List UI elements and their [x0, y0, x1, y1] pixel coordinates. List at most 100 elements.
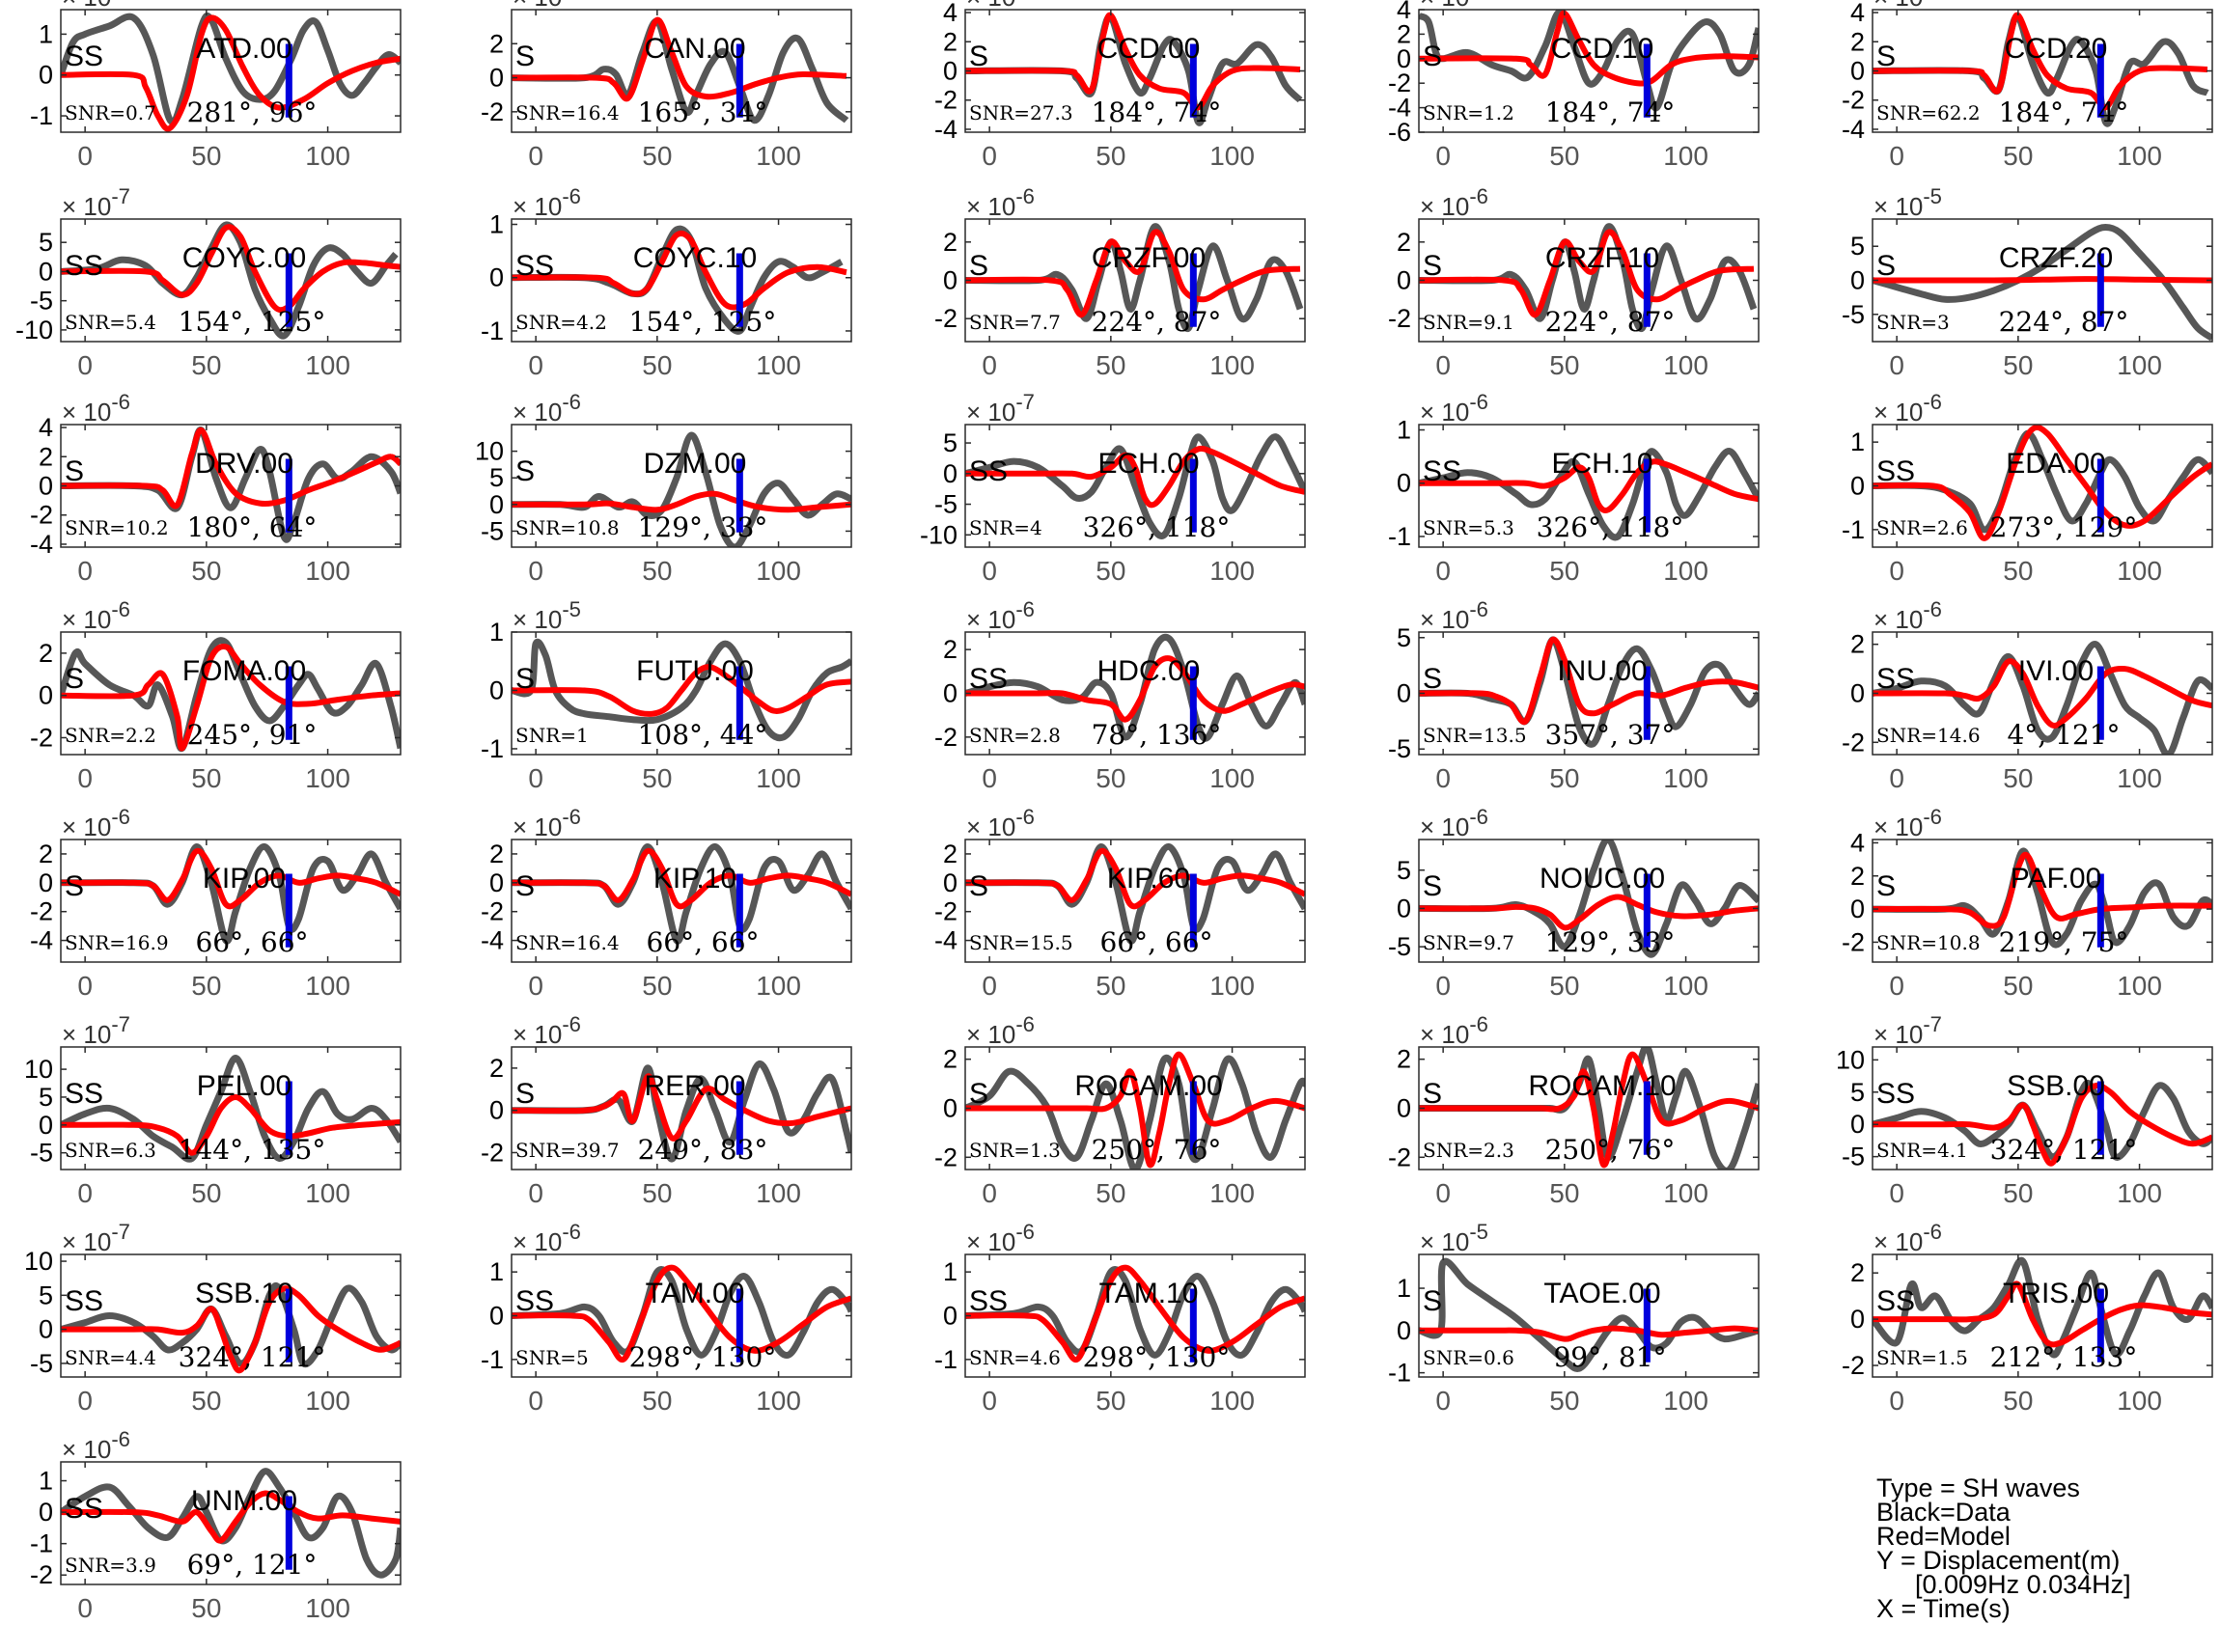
y-tick-label: 1: [39, 19, 53, 48]
model-trace: [965, 1264, 1305, 1363]
x-tick-label: 50: [1096, 350, 1125, 380]
phase-label: S: [515, 663, 535, 695]
y-tick-label: 1: [39, 1467, 53, 1496]
axes-frame: [60, 1046, 402, 1170]
station-label: EDA.00: [2006, 448, 2105, 480]
angle-label: 154°, 125°: [179, 306, 326, 338]
x-tick-label: 50: [1549, 971, 1579, 1001]
y-tick-label: -1: [30, 101, 53, 130]
angle-label: 224°, 87°: [1999, 306, 2129, 338]
angle-label: 324°, 121°: [1990, 1134, 2138, 1166]
panel-taoe-00: 0 50 100 -1 0 1 × 10-5 S TAOE.00 SNR=0.6 99°, 81°: [1388, 1220, 1760, 1416]
y-tick-label: -1: [934, 1345, 957, 1374]
y-tick-label: 5: [39, 1280, 53, 1309]
model-trace: [1419, 1051, 1759, 1169]
x-tick-label: 100: [2117, 971, 2162, 1001]
phase-label: S: [969, 870, 988, 902]
angle-label: 129°, 33°: [638, 511, 768, 543]
y-tick-label: -4: [481, 926, 504, 955]
angle-label: 219°, 75°: [1999, 926, 2129, 958]
angle-label: 4°, 121°: [2007, 719, 2120, 751]
panel-ssb-00: 0 50 100 -5 0 5 10 × 10-7 SS SSB.00 SNR=4.1 324°, 1…: [1836, 1012, 2213, 1208]
y-exponent: × 10-6: [1420, 390, 1488, 427]
data-trace: [1873, 1256, 2212, 1359]
x-tick-label: 0: [528, 763, 543, 793]
phase-label: SS: [65, 1285, 103, 1317]
y-tick-label: -6: [1388, 118, 1411, 147]
model-trace: [61, 224, 401, 314]
y-exponent: × 10-6: [1873, 0, 1942, 12]
model-trace: [965, 1051, 1305, 1169]
snr-label: SNR=10.8: [515, 516, 620, 539]
x-tick-label: 50: [642, 141, 672, 171]
x-tick-label: 50: [191, 763, 221, 793]
axes-frame: [60, 1253, 402, 1378]
y-tick-label: 2: [943, 635, 957, 664]
angle-label: 184°, 74°: [1999, 96, 2129, 128]
y-tick-label: -5: [1842, 300, 1865, 329]
x-tick-label: 50: [1096, 763, 1125, 793]
y-exponent: × 10-6: [1420, 805, 1488, 841]
y-tick-label: 1: [1397, 416, 1411, 445]
y-tick-label: -2: [1388, 69, 1411, 97]
x-tick-label: 50: [642, 350, 672, 380]
axes-frame: [1418, 9, 1760, 133]
y-tick-label: -2: [934, 86, 957, 115]
snr-label: SNR=5.4: [65, 311, 156, 334]
x-tick-label: 50: [642, 1178, 672, 1208]
phase-label: S: [515, 870, 535, 902]
y-exponent: × 10-6: [1420, 0, 1488, 12]
x-tick-label: 50: [642, 556, 672, 586]
legend-model: Red=Model: [1876, 1522, 2011, 1551]
y-tick-label: 2: [39, 639, 53, 668]
x-tick-label: 50: [2003, 763, 2033, 793]
y-tick-label: 5: [39, 1083, 53, 1112]
x-tick-label: 50: [1549, 1386, 1579, 1416]
y-exponent: × 10-5: [1420, 1220, 1488, 1256]
model-trace: [61, 1285, 401, 1374]
x-tick-label: 100: [2117, 1386, 2162, 1416]
panel-hdc-00: 0 50 100 -2 0 2 × 10-6 SS HDC.00 SNR=2.8 78°, 136°: [934, 597, 1306, 793]
y-tick-label: -2: [30, 897, 53, 926]
y-exponent: × 10-6: [966, 1012, 1035, 1049]
y-tick-label: -2: [30, 723, 53, 752]
x-tick-label: 50: [191, 1386, 221, 1416]
phase-label: S: [1423, 870, 1442, 902]
station-label: ROCAM.00: [1074, 1070, 1222, 1102]
y-tick-label: -1: [1388, 1359, 1411, 1388]
axes-frame: [60, 631, 402, 756]
x-tick-label: 50: [1096, 971, 1125, 1001]
y-tick-label: -1: [481, 734, 504, 763]
y-exponent: × 10-6: [966, 184, 1035, 221]
y-exponent: × 10-6: [1873, 597, 1942, 634]
angle-label: 224°, 87°: [1545, 306, 1676, 338]
y-tick-label: -2: [934, 723, 957, 752]
phase-label: S: [1423, 1285, 1442, 1317]
y-tick-label: 0: [489, 64, 504, 93]
x-tick-label: 50: [1549, 141, 1579, 171]
legend-data: Black=Data: [1876, 1498, 2011, 1527]
y-tick-label: 0: [489, 675, 504, 704]
x-tick-label: 0: [982, 763, 997, 793]
phase-label: S: [65, 870, 84, 902]
y-tick-label: -2: [30, 501, 53, 530]
x-tick-label: 50: [1549, 763, 1579, 793]
y-exponent: × 10-6: [513, 1012, 581, 1049]
phase-label: SS: [65, 1493, 103, 1525]
x-tick-label: 100: [756, 350, 801, 380]
panel-eda-00: 0 50 100 -1 0 1 × 10-6 SS EDA.00 SNR=2.6 273°, 129…: [1842, 390, 2213, 586]
y-tick-label: 2: [39, 840, 53, 868]
y-tick-label: -4: [1842, 115, 1865, 144]
x-tick-label: 100: [756, 1386, 801, 1416]
y-tick-label: 2: [1397, 19, 1411, 48]
x-tick-label: 50: [1549, 556, 1579, 586]
y-tick-label: -5: [1388, 734, 1411, 763]
y-tick-label: 1: [489, 618, 504, 647]
y-exponent: × 10-5: [1873, 184, 1942, 221]
model-trace: [1873, 12, 2208, 111]
panel-crzf-10: 0 50 100 -2 0 2 × 10-6 S CRZF.10 SNR=9.1 224°, 87°: [1388, 184, 1760, 380]
angle-label: 298°, 130°: [1083, 1341, 1231, 1373]
x-tick-label: 50: [2003, 141, 2033, 171]
y-tick-label: 5: [1850, 1078, 1865, 1107]
